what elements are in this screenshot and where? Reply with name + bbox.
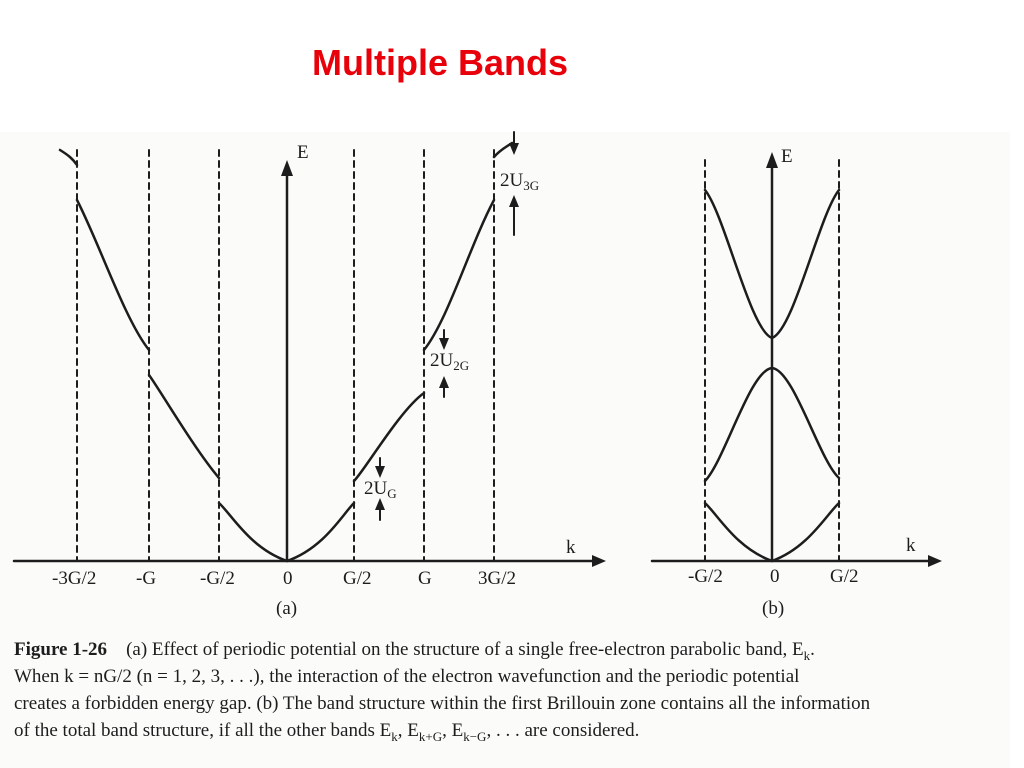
tick-b-zero: 0 xyxy=(770,566,780,587)
band-2-left-a xyxy=(147,373,221,480)
caption-line-4-end: , . . . are considered. xyxy=(486,720,640,741)
panel-label-a: (a) xyxy=(276,598,297,619)
caption-line-4-sub-3: k−G xyxy=(463,728,487,744)
axis-e-label-a: E xyxy=(297,142,309,163)
gap-3g-down-arrowhead xyxy=(509,143,519,155)
band-1-b xyxy=(703,501,841,563)
gap-3g-up-arrowhead xyxy=(509,195,519,207)
caption-figure-label: Figure 1-26 xyxy=(14,639,108,660)
gap-2g-up-arrowhead xyxy=(439,376,449,388)
caption-line-2: When k = nG/2 (n = 1, 2, 3, . . .), the … xyxy=(14,666,800,687)
tick-zero-a: 0 xyxy=(283,568,293,589)
gap-g-up-arrowhead xyxy=(375,498,385,510)
caption-line-1-sub: k xyxy=(803,647,811,663)
caption-line-4-sub-1: k xyxy=(391,728,398,744)
panel-label-b: (b) xyxy=(762,598,784,619)
gap-2g-down-arrowhead xyxy=(439,338,449,350)
band-3-right-a xyxy=(422,198,496,352)
tick-neg-g: -G xyxy=(136,568,156,589)
caption-line-1: Figure 1-26 (a) Effect of periodic poten… xyxy=(14,639,815,663)
caption-line-1-text: (a) Effect of periodic potential on the … xyxy=(126,639,804,660)
gap-g-down-arrowhead xyxy=(375,466,385,478)
gap-label-3g: 2U3G xyxy=(500,170,539,193)
band-1-a xyxy=(217,501,356,563)
axis-k-label-b: k xyxy=(906,535,916,556)
band-2-b xyxy=(703,366,841,483)
tick-neg-3g2: -3G/2 xyxy=(52,568,96,589)
tick-g: G xyxy=(418,568,432,589)
tick-neg-g2: -G/2 xyxy=(200,568,235,589)
axis-e-label-b: E xyxy=(781,146,793,167)
caption-line-4-mid-1: , E xyxy=(397,720,419,741)
tick-g2: G/2 xyxy=(343,568,372,589)
tick-b-neg-g2: -G/2 xyxy=(688,566,723,587)
gap-label-g: 2UG xyxy=(364,478,397,501)
band-4-left-a xyxy=(58,148,79,167)
tick-b-g2: G/2 xyxy=(830,566,859,587)
slide-title: Multiple Bands xyxy=(311,42,568,83)
caption-line-4: of the total band structure, if all the … xyxy=(14,717,1004,750)
band-2-right-a xyxy=(352,391,426,483)
tick-3g2: 3G/2 xyxy=(478,568,516,589)
axis-k-a-arrowhead xyxy=(592,555,606,567)
caption-line-4-text: of the total band structure, if all the … xyxy=(14,720,392,741)
band-4-right-a xyxy=(492,141,514,159)
band-3-left-a xyxy=(75,198,151,352)
axis-k-label-a: k xyxy=(566,537,576,558)
axis-e-a-arrowhead xyxy=(281,160,293,176)
gap-label-2g: 2U2G xyxy=(430,350,469,373)
scanned-figure xyxy=(0,132,1010,768)
band-3-b xyxy=(703,188,841,340)
caption-line-3: creates a forbidden energy gap. (b) The … xyxy=(14,693,871,714)
caption-line-4-mid-2: , E xyxy=(442,720,464,741)
caption-line-4-sub-2: k+G xyxy=(418,728,443,744)
